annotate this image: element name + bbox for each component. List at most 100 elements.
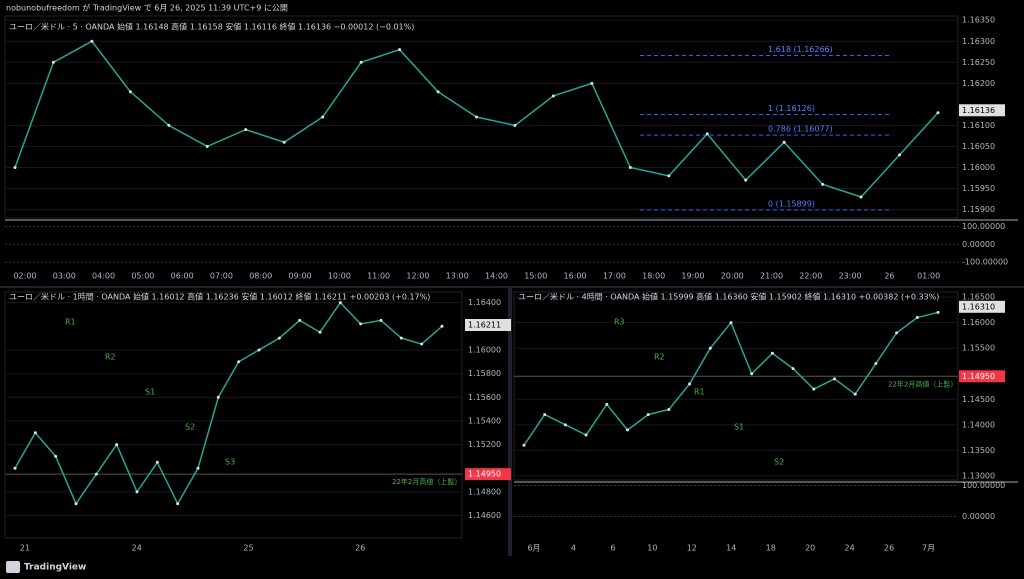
y-tick-label: 1.16250: [962, 58, 995, 67]
last-badge: [959, 300, 1005, 313]
x-tick-label: 20:00: [721, 272, 744, 281]
logo: [6, 561, 20, 573]
x-tick-label: 26: [884, 544, 894, 553]
pivot-label: R2: [105, 353, 116, 362]
x-tick-label: 6: [610, 544, 615, 553]
x-tick-label: 20: [805, 544, 815, 553]
price-point: [936, 111, 940, 115]
x-tick-label: 02:00: [13, 272, 36, 281]
price-point: [522, 443, 526, 447]
price-point: [551, 94, 555, 98]
x-tick-label: 25: [243, 544, 253, 553]
price-point: [563, 423, 567, 427]
x-tick-label: 22:00: [799, 272, 822, 281]
price-point: [298, 318, 302, 322]
price-point: [708, 346, 712, 350]
last-price: 1.16211: [468, 320, 501, 329]
price-point: [605, 402, 609, 406]
price-point: [33, 431, 37, 435]
price-point: [216, 395, 220, 399]
price-point: [379, 318, 383, 322]
price-point: [318, 330, 322, 334]
x-tick-label: 14: [726, 544, 736, 553]
osc-tick-label: 100.00000: [962, 222, 1005, 231]
osc-tick-label: 0.00000: [962, 512, 995, 521]
price-point: [205, 144, 209, 148]
y-tick-label: 1.15800: [468, 369, 501, 378]
y-tick-label: 1.15600: [468, 393, 501, 402]
osc-tick-label: -100.00000: [962, 258, 1008, 267]
y-tick-label: 1.14600: [468, 511, 501, 520]
x-tick-label: 09:00: [289, 272, 312, 281]
y-tick-label: 1.16200: [962, 79, 995, 88]
osc-tick-label: 0.00000: [962, 240, 995, 249]
y-tick-label: 1.16400: [468, 298, 501, 307]
header-text: nobunobufreedom が TradingView で 6月 26, 2…: [6, 3, 288, 13]
y-tick-label: 1.15400: [468, 416, 501, 425]
x-tick-label: 12: [687, 544, 697, 553]
x-tick-label: 06:00: [171, 272, 194, 281]
last-price: 1.16136: [962, 106, 995, 115]
price-point: [359, 60, 363, 64]
price-point: [791, 367, 795, 371]
price-point: [338, 301, 342, 305]
y-tick-label: 1.16350: [962, 16, 995, 25]
price-point: [750, 372, 754, 376]
x-tick-label: 12:00: [406, 272, 429, 281]
price-point: [90, 39, 94, 43]
fib-label: 0.786 (1.16077): [768, 125, 833, 134]
price-point: [54, 454, 58, 458]
y-tick-label: 1.16300: [962, 37, 995, 46]
price-point: [13, 166, 17, 169]
pivot-label: R1: [694, 388, 705, 397]
price-point: [898, 153, 902, 157]
price-point: [237, 360, 241, 364]
price-point: [115, 443, 119, 447]
x-tick-label: 13:00: [446, 272, 469, 281]
x-tick-label: 03:00: [53, 272, 76, 281]
price-point: [475, 115, 478, 119]
price-point: [321, 115, 325, 119]
price-point: [646, 413, 650, 417]
price-point: [821, 182, 825, 186]
x-tick-label: 10: [647, 544, 657, 553]
price-point: [196, 466, 200, 470]
y-tick-label: 1.14800: [468, 487, 501, 496]
price-point: [812, 387, 816, 391]
fib-label: 0 (1.15899): [768, 200, 815, 209]
price-point: [667, 408, 671, 411]
last-badge: [959, 104, 1005, 117]
x-tick-label: 01:00: [917, 272, 940, 281]
pivot-label: R3: [614, 318, 625, 327]
pivot-label: S1: [145, 388, 155, 397]
last-price: 1.16310: [962, 302, 995, 311]
osc-tick-label: 100.00000: [962, 481, 1005, 490]
panel-title: ユーロ／米ドル · 5 · OANDA 始値 1.16148 高値 1.1615…: [9, 22, 414, 32]
ref-label: 1.14950: [962, 372, 995, 381]
y-tick-label: 1.16050: [962, 142, 995, 151]
fib-label: 1.618 (1.16266): [768, 45, 833, 54]
pivot-label: S1: [734, 423, 744, 432]
ref-note: 22年2月高値（上髭）: [888, 379, 957, 388]
price-point: [176, 502, 180, 506]
price-point: [13, 466, 17, 470]
chart-area: [513, 291, 959, 481]
x-tick-label: 24: [845, 544, 855, 553]
price-point: [277, 336, 281, 340]
price-point: [436, 90, 440, 94]
brand: TradingView: [24, 563, 86, 573]
divider: [0, 286, 1024, 288]
x-tick-label: 7月: [922, 544, 935, 553]
pivot-label: S3: [225, 458, 235, 467]
price-point: [128, 90, 132, 94]
chart-area: [4, 15, 959, 219]
y-tick-label: 1.14500: [962, 395, 995, 404]
price-point: [667, 174, 671, 178]
price-point: [94, 472, 98, 476]
price-point: [705, 132, 709, 136]
price-point: [936, 310, 940, 314]
x-tick-label: 6月: [527, 544, 540, 553]
last-badge: [465, 318, 511, 331]
price-point: [135, 490, 139, 494]
x-tick-label: 24: [132, 544, 142, 553]
